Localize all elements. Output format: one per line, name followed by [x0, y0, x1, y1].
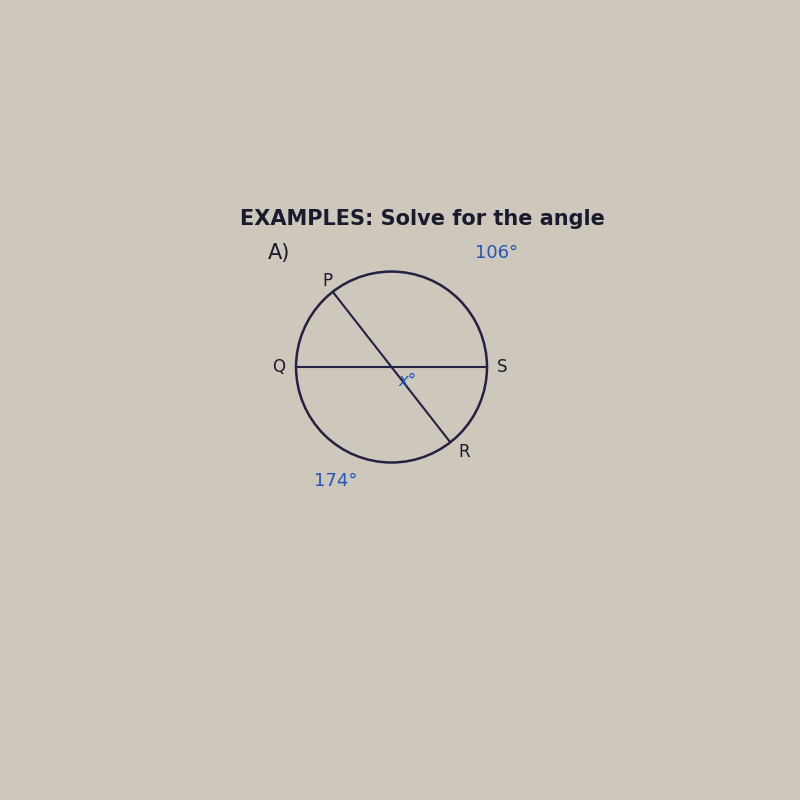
Text: A): A) — [268, 243, 290, 263]
Text: P: P — [322, 272, 333, 290]
Text: x°: x° — [399, 372, 417, 390]
Text: S: S — [497, 358, 508, 376]
Text: 106°: 106° — [474, 244, 518, 262]
Text: 174°: 174° — [314, 472, 358, 490]
Text: Q: Q — [272, 358, 286, 376]
Text: R: R — [458, 442, 470, 461]
Text: EXAMPLES: Solve for the angle: EXAMPLES: Solve for the angle — [240, 210, 605, 230]
